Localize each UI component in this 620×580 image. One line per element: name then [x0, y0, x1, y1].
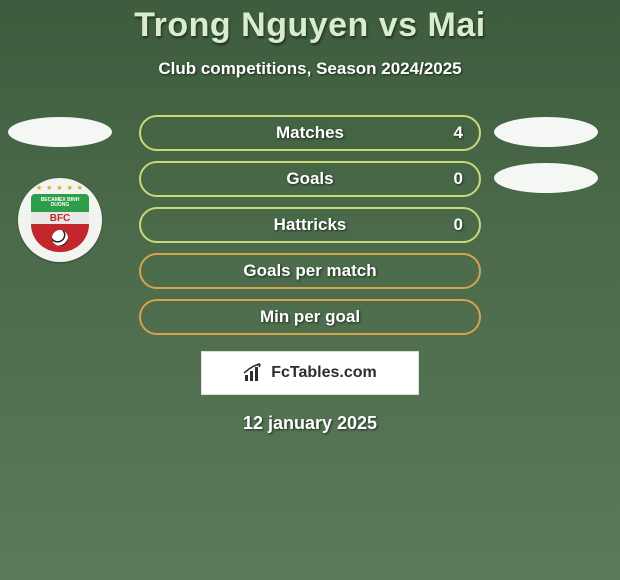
stat-label: Hattricks	[274, 215, 347, 235]
stat-value: 0	[454, 169, 463, 189]
stat-pill: Hattricks 0	[139, 207, 481, 243]
stat-row: Goals 0	[0, 161, 620, 207]
stat-row: Goals per match	[0, 253, 620, 299]
stat-label: Matches	[276, 123, 344, 143]
subtitle: Club competitions, Season 2024/2025	[0, 59, 620, 79]
stat-label: Goals	[286, 169, 333, 189]
stat-row: Matches 4	[0, 115, 620, 161]
stat-pill: Min per goal	[139, 299, 481, 335]
stat-value: 4	[454, 123, 463, 143]
brand-box: FcTables.com	[201, 351, 419, 395]
page-title: Trong Nguyen vs Mai	[0, 6, 620, 45]
stat-label: Min per goal	[260, 307, 360, 327]
player-oval-right	[494, 163, 598, 193]
chart-icon	[243, 363, 265, 383]
player-oval-right	[494, 117, 598, 147]
player-oval-left	[8, 117, 112, 147]
stat-row: Min per goal	[0, 299, 620, 345]
stat-label: Goals per match	[243, 261, 376, 281]
stat-value: 0	[454, 215, 463, 235]
stat-pill: Goals 0	[139, 161, 481, 197]
stat-rows: Matches 4 Goals 0 Hattricks 0 Goals per match M…	[0, 115, 620, 345]
infographic-content: Trong Nguyen vs Mai Club competitions, S…	[0, 0, 620, 434]
stat-pill: Goals per match	[139, 253, 481, 289]
stat-pill: Matches 4	[139, 115, 481, 151]
brand-text: FcTables.com	[271, 364, 377, 382]
stat-row: Hattricks 0	[0, 207, 620, 253]
date-line: 12 january 2025	[0, 413, 620, 434]
